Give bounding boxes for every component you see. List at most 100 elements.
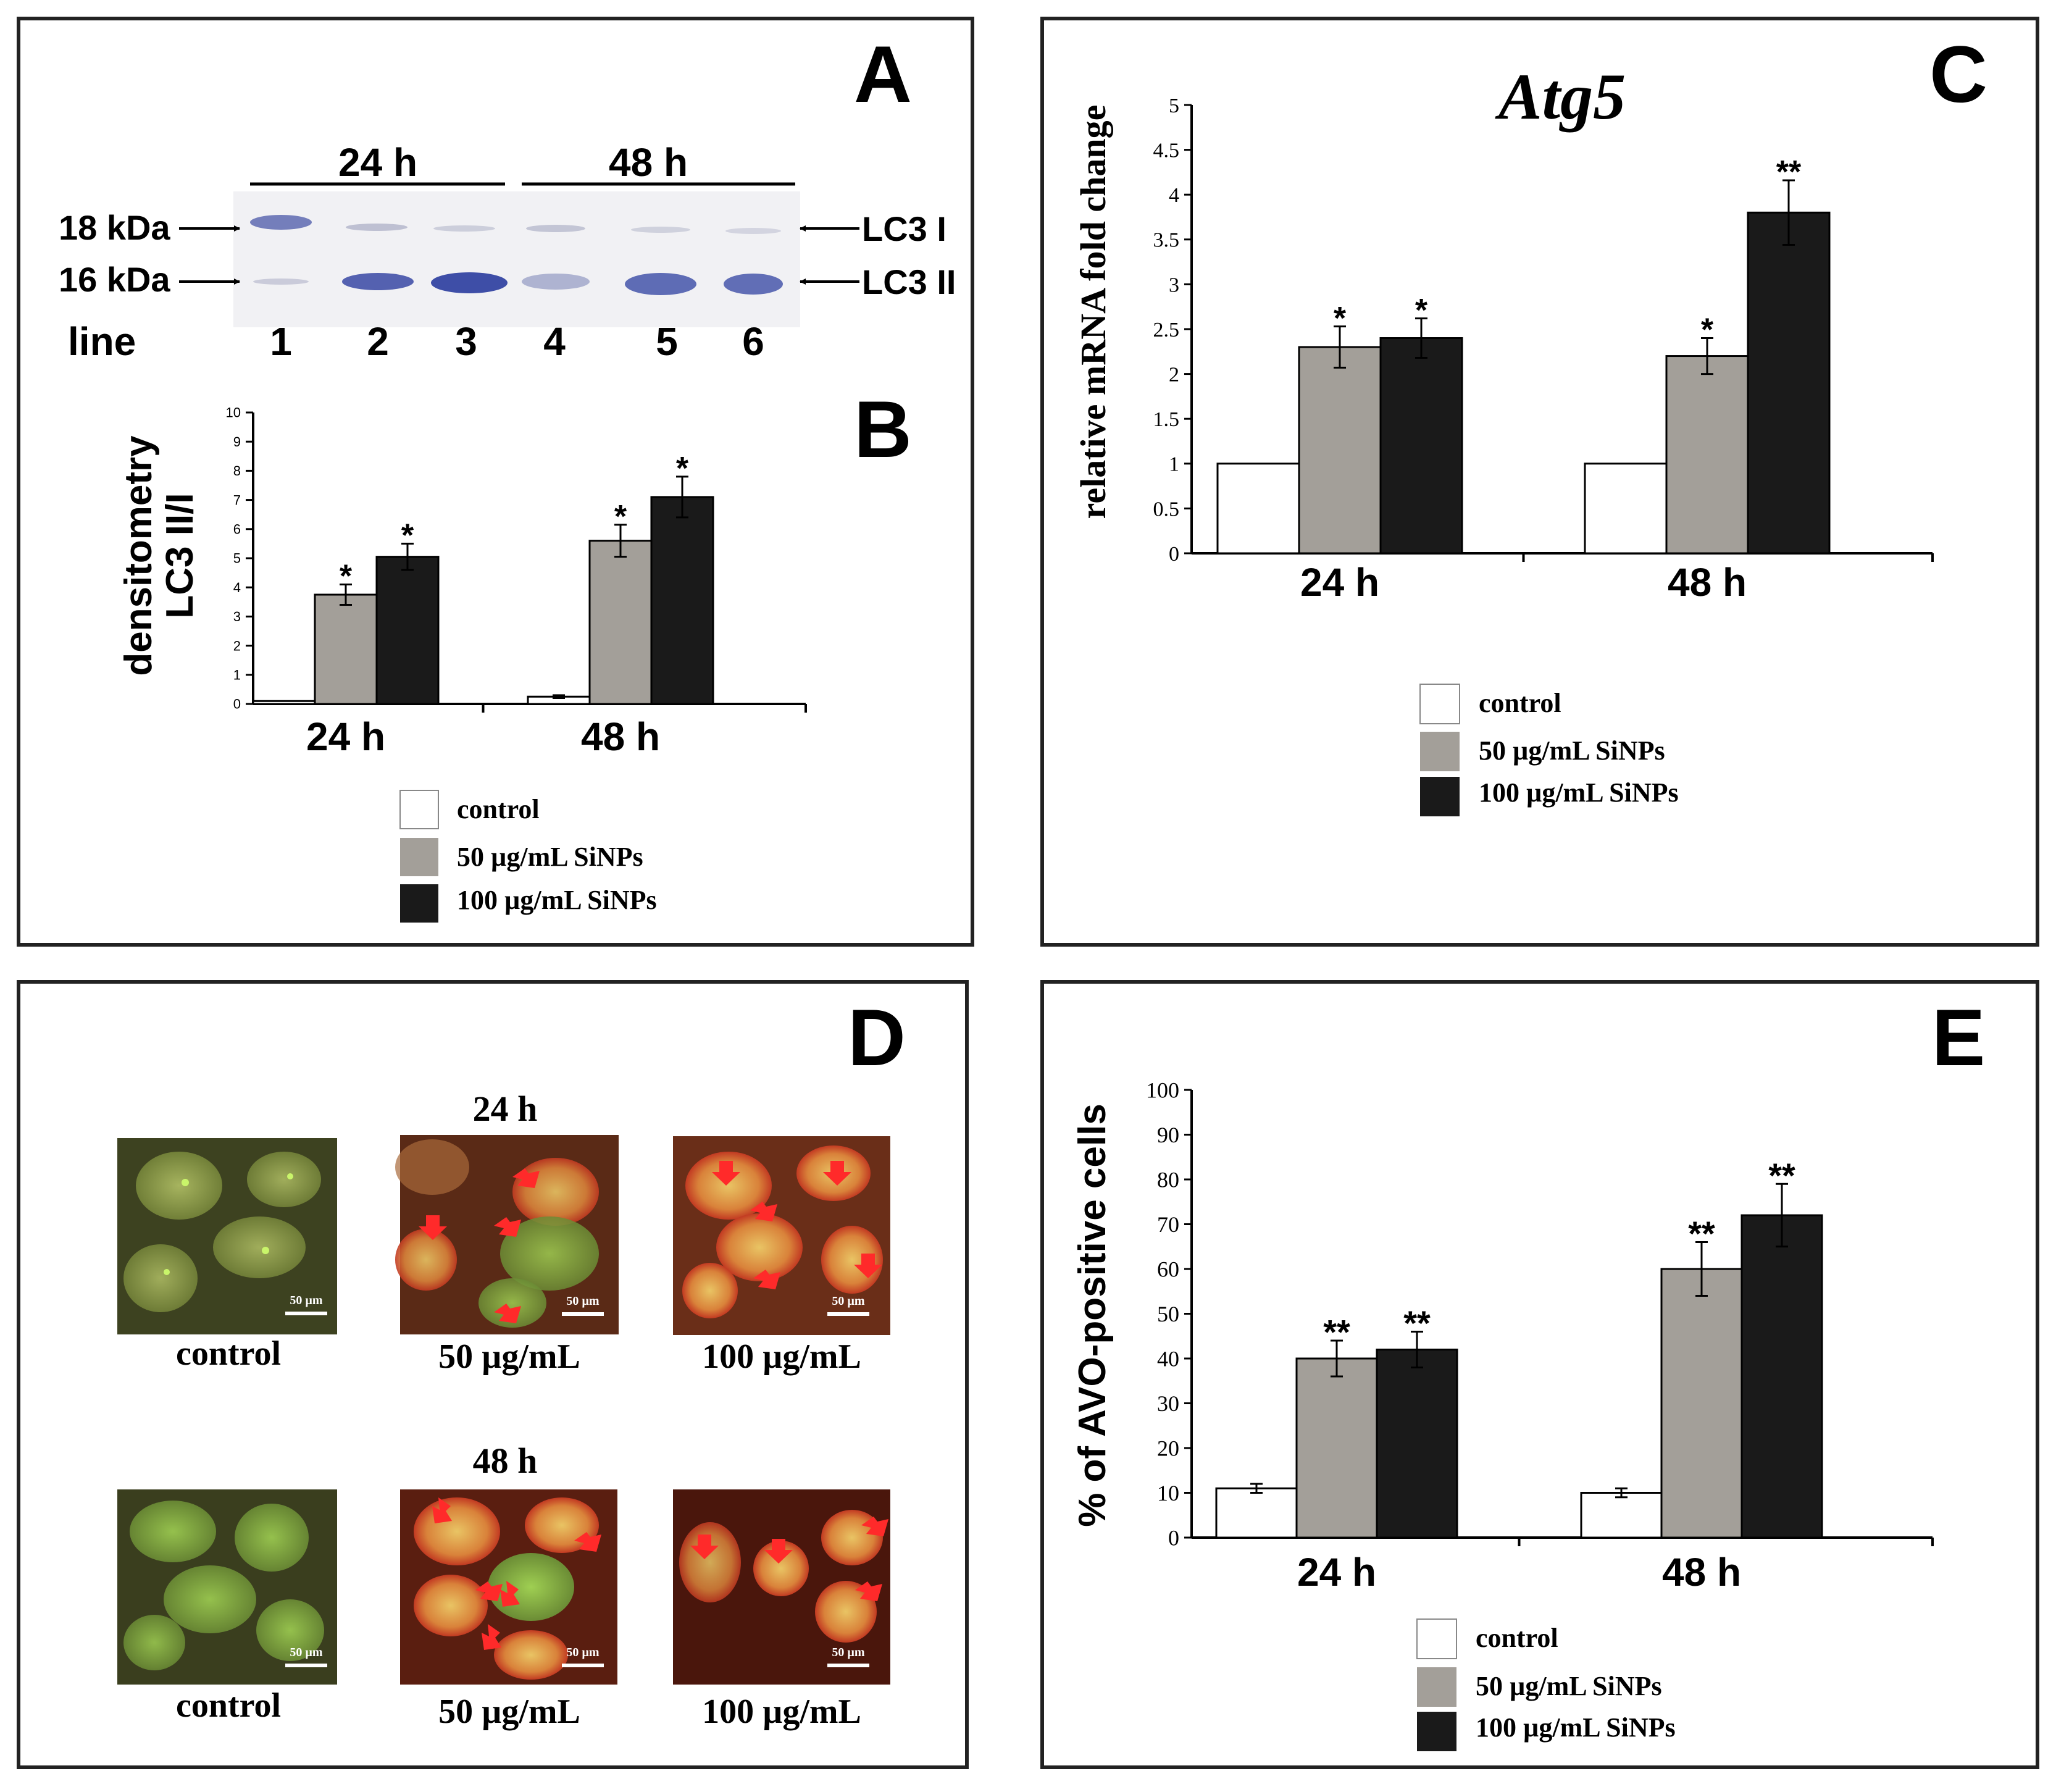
bar [1665,355,1749,555]
micrograph-48h-control: 50 µm [117,1489,337,1685]
legend-label-100: 100 µg/mL SiNPs [457,885,657,915]
red-arrow-markers [419,1168,540,1323]
significance-label: * [614,499,627,535]
y-tick-label: 100 [1146,1078,1179,1103]
red-arrow-markers [432,1497,601,1650]
panel-d-letter: D [848,992,906,1082]
legend-label-100: 100 µg/mL SiNPs [1476,1712,1676,1743]
y-tick-label: 6 [233,522,241,537]
significance-label: * [676,451,689,487]
chart-c-title: Atg5 [1495,61,1626,133]
y-tick-label: 2.5 [1153,319,1180,341]
band-lc3ii-lane1 [253,278,309,285]
y-tick-label: 80 [1157,1168,1179,1192]
bar [1379,337,1463,555]
scale-bar-label: 50 µm [566,1646,600,1659]
scale-bar-label: 50 µm [832,1294,865,1308]
bar [1584,463,1668,555]
band-lc3i-lane5 [631,227,690,233]
lc3ii-label: LC3 II [862,262,956,301]
micrograph-caption-100: 100 µg/mL [702,1693,861,1731]
panel-c-frame [1040,17,2039,947]
legend-swatch-100 [1417,1712,1456,1751]
y-tick-label: 30 [1157,1391,1179,1416]
scale-bar-label: 50 µm [290,1646,323,1659]
bar [650,496,714,705]
x-category-label: 24 h [1300,560,1379,605]
significance-label: * [340,559,353,595]
legend-label-control: control [1479,688,1561,718]
micrograph-24h-100: 50 µm [673,1136,890,1335]
bar [1295,1357,1378,1539]
panel-c-letter: C [1929,29,1987,119]
band-lc3ii-lane4 [522,274,590,290]
panel-ab-frame [17,17,974,947]
chart-b: 0 1 2 3 4 5 6 7 8 9 10 * * 24 h * * 48 h [226,405,807,759]
band-lc3i-lane4 [526,225,585,232]
chart-b-ylabel-line1: densitometry [117,435,160,676]
significance-label: ** [1323,1313,1350,1352]
significance-label: ** [1776,154,1802,190]
bar [1298,346,1382,555]
micrograph-caption-control: control [176,1334,281,1373]
y-tick-label: 9 [233,434,241,450]
legend-c: control 50 µg/mL SiNPs 100 µg/mL SiNPs [1419,684,1679,816]
y-tick-label: 10 [1157,1481,1179,1505]
bar [1376,1349,1458,1539]
lane-number: 6 [742,319,764,364]
y-tick-label: 1 [233,668,241,683]
bar [252,700,316,705]
y-tick-label: 2 [1169,364,1179,387]
x-category-label: 48 h [1662,1550,1741,1594]
marker-16kda: 16 kDa [59,260,170,299]
legend-label-50: 50 µg/mL SiNPs [457,842,643,872]
red-arrow-markers [712,1161,882,1289]
band-lc3ii-lane2 [342,273,414,290]
y-tick-label: 70 [1157,1212,1179,1237]
y-tick-label: 3.5 [1153,229,1180,252]
significance-label: * [1415,293,1428,329]
y-tick-label: 8 [233,463,241,479]
chart-c-ylabel: relative mRNA fold change [1073,105,1113,519]
legend-label-50: 50 µg/mL SiNPs [1479,735,1665,766]
bar [1216,463,1300,555]
x-category-label: 48 h [1668,560,1747,605]
panel-b-letter: B [854,384,912,474]
legend-swatch-50 [1420,732,1460,771]
scale-bar-label: 50 µm [290,1294,323,1307]
blot-header-48h: 48 h [609,140,688,185]
scale-bar-label: 50 µm [832,1646,865,1659]
y-tick-label: 50 [1157,1302,1179,1326]
y-tick-label: 90 [1157,1123,1179,1147]
bar [1660,1268,1743,1539]
y-tick-label: 40 [1157,1347,1179,1371]
lane-number: 5 [656,319,678,364]
lane-number: 1 [270,319,292,364]
chart-b-ylabel-line2: LC3 II/I [159,493,201,618]
legend-swatch-100 [400,884,438,923]
chart-e-ylabel: % of AVO-positive cells [1071,1103,1114,1527]
micrograph-caption-50: 50 µg/mL [438,1693,580,1731]
legend-swatch-100 [1420,777,1460,816]
band-lc3ii-lane6 [724,274,783,295]
bar [588,540,653,705]
band-lc3ii-lane5 [625,273,696,295]
band-lc3i-lane6 [725,228,781,234]
lane-number: 2 [367,319,389,364]
y-tick-label: 1.5 [1153,408,1180,431]
y-tick-label: 3 [233,609,241,624]
chart-c: 00.511.522.533.544.55* *24 h***48 h [1153,94,1934,605]
legend-swatch-50 [1417,1667,1456,1707]
legend-ab: control 50 µg/mL SiNPs 100 µg/mL SiNPs [399,790,657,923]
y-tick-label: 0.5 [1153,498,1180,521]
micrograph-48h-50: 50 µm [400,1489,617,1685]
y-tick-label: 4.5 [1153,140,1180,162]
y-tick-label: 0 [233,697,241,712]
bar [1580,1492,1663,1539]
significance-label: * [1334,301,1347,337]
bar [314,593,378,705]
band-lc3i-lane2 [346,224,407,231]
panel-a-letter: A [854,29,912,119]
y-tick-label: 5 [233,551,241,566]
y-tick-label: 4 [233,580,241,595]
